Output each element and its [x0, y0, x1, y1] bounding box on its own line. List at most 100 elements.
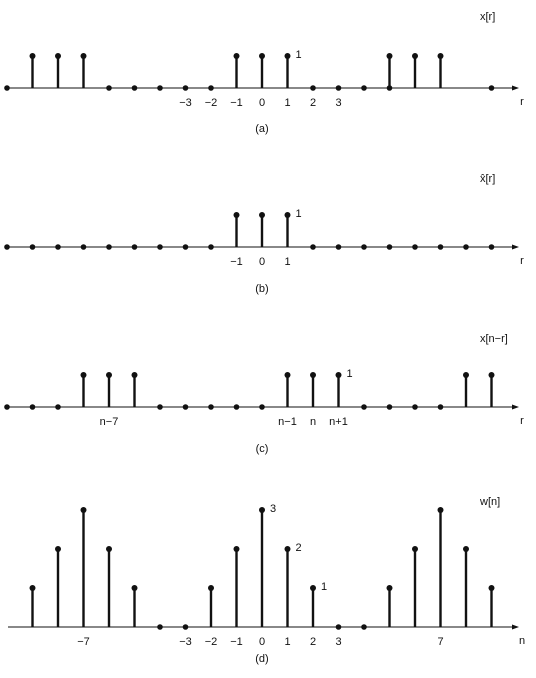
- tick-label: n−7: [100, 416, 119, 428]
- axis-arrow: [512, 624, 519, 630]
- tick-label: −3: [179, 636, 192, 648]
- zero-sample-dot: [335, 624, 342, 630]
- panel-caption: (c): [256, 443, 269, 455]
- stem-head: [80, 53, 87, 59]
- stem-head: [284, 372, 291, 378]
- stem-head: [284, 546, 291, 552]
- zero-sample-dot: [4, 244, 10, 250]
- tick-label: n: [310, 416, 316, 428]
- value-label: 1: [321, 581, 327, 593]
- stem-head: [284, 53, 291, 59]
- panel-d: n w[n] (d) −7 −3 −2 −1 0 1 2 3 7 3 2 1: [8, 496, 525, 665]
- tick-label: −3: [179, 97, 192, 109]
- stem-head: [29, 585, 36, 591]
- stem-head: [131, 372, 138, 378]
- axis-variable-label: r: [520, 96, 524, 108]
- panel-caption: (b): [255, 283, 268, 295]
- stem-head: [437, 507, 444, 513]
- stem-head: [284, 212, 291, 218]
- panel-title: x[r]: [480, 11, 495, 23]
- zero-sample-dot: [259, 404, 265, 410]
- tick-label: 1: [284, 97, 290, 109]
- tick-label: −2: [205, 97, 218, 109]
- tick-label: 0: [259, 256, 265, 268]
- axis-variable-label: n: [519, 635, 525, 647]
- stem-head: [488, 585, 495, 591]
- zero-sample-dot: [361, 85, 367, 91]
- zero-sample-dot: [233, 404, 240, 410]
- tick-label: 0: [259, 97, 265, 109]
- stem-head: [310, 585, 316, 591]
- stem-head: [208, 585, 214, 591]
- tick-label: 0: [259, 636, 265, 648]
- tick-label: 2: [310, 636, 316, 648]
- zero-sample-dot: [208, 85, 214, 91]
- tick-label: 3: [335, 97, 341, 109]
- zero-sample-dot: [55, 404, 61, 410]
- tick-label: n−1: [278, 416, 297, 428]
- zero-sample-dot: [157, 624, 163, 630]
- zero-sample-dot: [182, 85, 189, 91]
- stem-head: [55, 53, 61, 59]
- zero-sample-dot: [131, 85, 138, 91]
- zero-sample-dot: [131, 244, 138, 250]
- zero-sample-dot: [208, 404, 214, 410]
- stem-head: [412, 546, 418, 552]
- stem-head: [463, 546, 469, 552]
- tick-label: −7: [77, 636, 90, 648]
- axis-variable-label: r: [520, 255, 524, 267]
- stem-head: [80, 507, 87, 513]
- tick-label: 7: [437, 636, 443, 648]
- tick-label: 2: [310, 97, 316, 109]
- zero-sample-dot: [488, 244, 495, 250]
- stem-head: [412, 53, 418, 59]
- zero-sample-dot: [106, 244, 112, 250]
- stem-head: [131, 585, 138, 591]
- zero-sample-dot: [386, 244, 393, 250]
- zero-sample-dot: [412, 404, 418, 410]
- zero-sample-dot: [157, 85, 163, 91]
- axis-variable-label: r: [520, 415, 524, 427]
- zero-sample-dot: [4, 85, 10, 91]
- zero-sample-dot: [386, 404, 393, 410]
- stem-head: [106, 372, 112, 378]
- zero-sample-dot: [310, 85, 316, 91]
- stem-head: [29, 53, 36, 59]
- value-label: 1: [296, 49, 302, 61]
- stem-head: [386, 585, 393, 591]
- zero-sample-dot: [361, 244, 367, 250]
- panel-title: x̂[r]: [480, 173, 495, 185]
- stem-head: [488, 372, 495, 378]
- stem-head: [233, 53, 240, 59]
- panel-title: x[n−r]: [480, 333, 508, 345]
- zero-sample-dot: [182, 624, 189, 630]
- panel-caption: (a): [255, 123, 268, 135]
- zero-sample-dot: [488, 85, 495, 91]
- stem-head: [335, 372, 342, 378]
- stem-head: [106, 546, 112, 552]
- zero-sample-dot: [182, 244, 189, 250]
- value-label: 1: [347, 368, 353, 380]
- panel-b: r x̂[r] (b) −1 0 1 1: [4, 173, 524, 295]
- stem-head: [233, 212, 240, 218]
- zero-sample-dot: [335, 244, 342, 250]
- zero-sample-dot: [463, 244, 469, 250]
- stem-head: [233, 546, 240, 552]
- zero-sample-dot: [29, 244, 36, 250]
- value-label: 3: [270, 503, 276, 515]
- value-label: 1: [296, 208, 302, 220]
- axis-arrow: [512, 244, 519, 250]
- tick-label: −1: [230, 636, 243, 648]
- stem-head: [80, 372, 87, 378]
- stem-head: [386, 53, 393, 59]
- zero-sample-dot: [106, 85, 112, 91]
- axis-arrow: [512, 404, 519, 410]
- stem-head: [259, 53, 265, 59]
- stem-head: [259, 507, 265, 513]
- panel-title: w[n]: [479, 496, 500, 508]
- zero-sample-dot: [80, 244, 87, 250]
- zero-sample-dot: [335, 85, 342, 91]
- zero-sample-dot: [157, 404, 163, 410]
- value-label: 2: [296, 542, 302, 554]
- zero-sample-dot: [208, 244, 214, 250]
